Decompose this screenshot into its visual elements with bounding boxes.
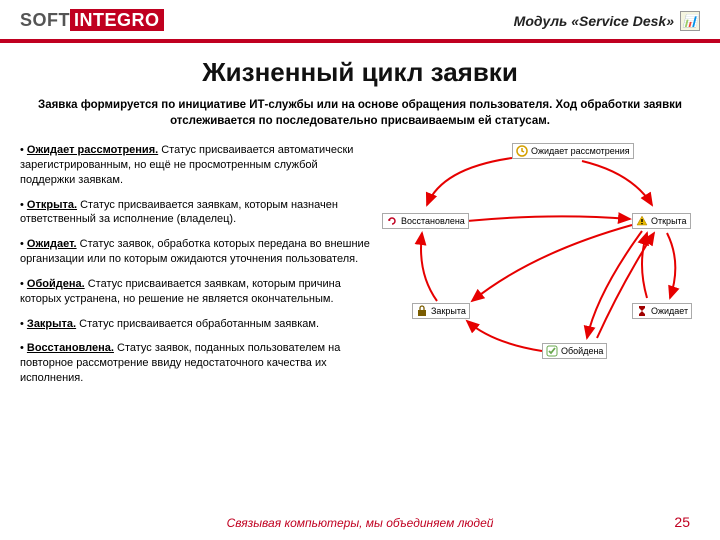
node-restored: Восстановлена (382, 213, 469, 229)
lock-icon (416, 305, 428, 317)
status-item: • Ожидает рассмотрения. Статус присваива… (20, 143, 370, 188)
content: • Ожидает рассмотрения. Статус присваива… (0, 143, 720, 396)
node-label: Восстановлена (401, 216, 465, 226)
footer-slogan: Связывая компьютеры, мы объединяем людей (0, 516, 720, 530)
status-name: Ожидает. (27, 238, 77, 250)
logo-integro: INTEGRO (70, 9, 164, 31)
node-bypassed: Обойдена (542, 343, 607, 359)
node-label: Открыта (651, 216, 687, 226)
page-number: 25 (674, 514, 690, 530)
status-item: • Закрыта. Статус присваивается обработа… (20, 317, 370, 332)
node-label: Ожидает рассмотрения (531, 146, 630, 156)
status-name: Восстановлена. (27, 342, 114, 354)
status-desc: Статус присваивается обработанным заявка… (76, 318, 319, 330)
divider-bar (0, 39, 720, 43)
status-item: • Восстановлена. Статус заявок, поданных… (20, 341, 370, 386)
hour-icon (636, 305, 648, 317)
node-label: Закрыта (431, 306, 466, 316)
logo: SOFTINTEGRO (20, 10, 164, 31)
intro-text: Заявка формируется по инициативе ИТ-служ… (0, 98, 720, 129)
module-title: Модуль «Service Desk» 📊 (514, 11, 700, 31)
status-list: • Ожидает рассмотрения. Статус присваива… (20, 143, 370, 396)
ok-icon (546, 345, 558, 357)
node-waiting: Ожидает (632, 303, 692, 319)
slide-title: Жизненный цикл заявки (0, 57, 720, 88)
lifecycle-diagram: Ожидает рассмотрения Восстановлена Откры… (382, 143, 700, 383)
module-icon: 📊 (680, 11, 700, 31)
status-name: Закрыта. (27, 318, 76, 330)
node-closed: Закрыта (412, 303, 470, 319)
node-label: Ожидает (651, 306, 688, 316)
module-title-text: Модуль «Service Desk» (514, 13, 674, 29)
node-pending: Ожидает рассмотрения (512, 143, 634, 159)
status-name: Обойдена. (27, 278, 85, 290)
status-name: Ожидает рассмотрения. (27, 144, 158, 156)
warn-icon (636, 215, 648, 227)
status-item: • Обойдена. Статус присваивается заявкам… (20, 277, 370, 307)
logo-soft: SOFT (20, 10, 70, 30)
node-label: Обойдена (561, 346, 603, 356)
status-name: Открыта. (27, 199, 77, 211)
header: SOFTINTEGRO Модуль «Service Desk» 📊 (0, 0, 720, 39)
status-item: • Ожидает. Статус заявок, обработка кото… (20, 237, 370, 267)
refresh-icon (386, 215, 398, 227)
status-item: • Открыта. Статус присваивается заявкам,… (20, 198, 370, 228)
node-open: Открыта (632, 213, 691, 229)
clock-icon (516, 145, 528, 157)
